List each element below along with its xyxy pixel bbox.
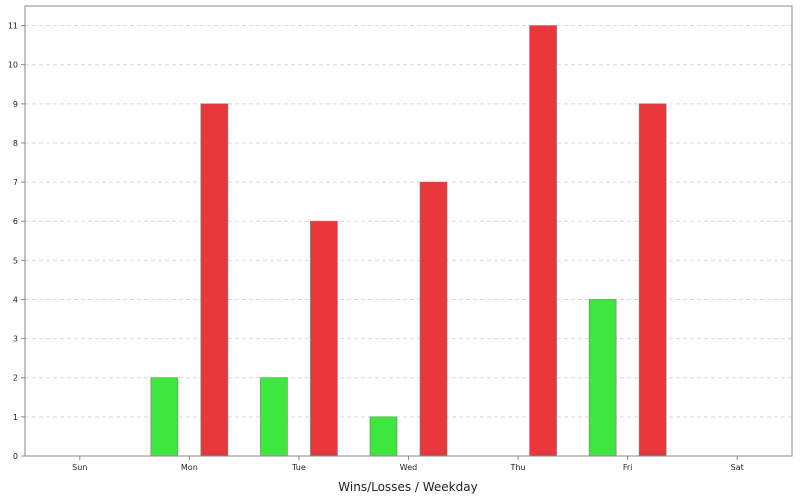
x-tick-label: Thu: [510, 463, 526, 472]
y-tick-label: 3: [13, 335, 18, 344]
bars: [150, 25, 667, 457]
y-tick-label: 4: [13, 295, 18, 304]
bar: [638, 103, 667, 457]
y-tick-label: 8: [13, 139, 18, 148]
y-tick-label: 6: [13, 217, 18, 226]
bar: [529, 25, 557, 457]
y-tick-label: 7: [13, 178, 18, 187]
bar: [260, 377, 288, 457]
y-tick-label: 11: [8, 22, 18, 31]
bar: [310, 220, 338, 457]
y-tick-label: 10: [8, 61, 18, 70]
y-tick-label: 1: [13, 413, 18, 422]
y-tick-label: 2: [13, 374, 18, 383]
x-tick-label: Mon: [181, 463, 198, 472]
bar: [588, 299, 617, 457]
grid-lines: [25, 25, 792, 418]
y-tick-label: 5: [13, 256, 18, 265]
plot-area-frame: [24, 5, 793, 457]
bar: [150, 377, 179, 457]
x-axis-title: Wins/Losses / Weekday: [338, 480, 477, 494]
bar: [200, 103, 229, 457]
x-tick-label: Fri: [623, 463, 633, 472]
bar: [369, 416, 398, 457]
x-tick-label: Wed: [400, 463, 417, 472]
y-axis-ticks: 0 1 2 3 4 5 6 7 8 9 10 11: [8, 22, 25, 461]
x-tick-label: Sat: [731, 463, 744, 472]
bar: [419, 181, 448, 457]
y-tick-label: 9: [13, 100, 18, 109]
y-tick-label: 0: [13, 452, 18, 461]
x-tick-label: Tue: [291, 463, 306, 472]
x-tick-label: Sun: [72, 463, 87, 472]
x-axis-ticks: Sun Mon Tue Wed Thu Fri Sat: [72, 456, 744, 472]
